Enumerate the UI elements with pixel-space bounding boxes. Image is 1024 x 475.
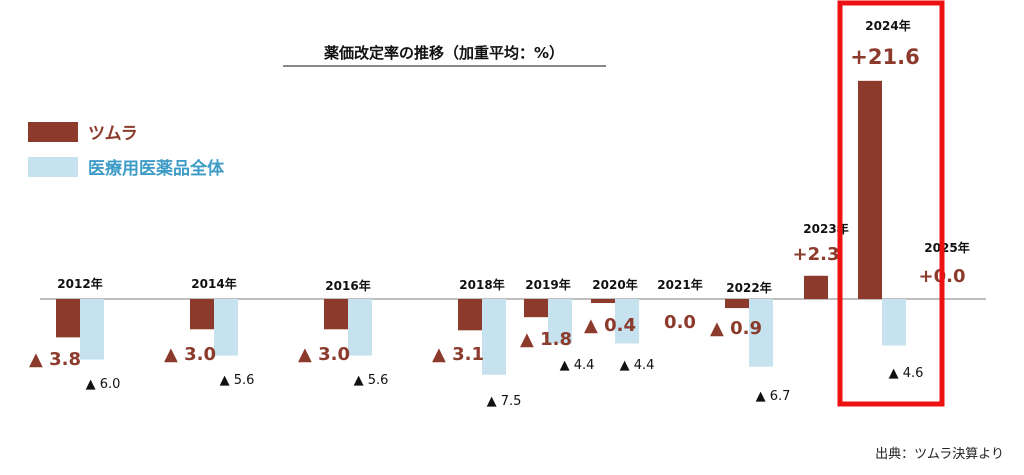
data-label-all-drugs: ▲ 4.4 <box>560 358 595 373</box>
bar-tsumura <box>324 299 348 330</box>
year-label: 2023年 <box>803 221 848 236</box>
year-label: 2022年 <box>726 280 771 295</box>
data-label-all-drugs: ▲ 5.6 <box>220 373 255 388</box>
data-label-tsumura: 0.0 <box>664 312 696 333</box>
legend-swatch-all-drugs <box>28 157 78 177</box>
bar-all-drugs <box>348 299 372 356</box>
bar-all-drugs <box>882 299 906 346</box>
source-note: 出典：ツムラ決算より <box>875 447 1004 462</box>
highlight-box-2024 <box>837 0 945 407</box>
year-label: 2021年 <box>657 277 702 292</box>
data-label-all-drugs: ▲ 4.6 <box>889 366 924 381</box>
bar-all-drugs <box>214 299 238 356</box>
bar-tsumura <box>458 299 482 331</box>
legend-label-all-drugs: 医療用医薬品全体 <box>88 158 225 179</box>
bar-all-drugs <box>482 299 506 375</box>
bar-tsumura <box>725 299 749 309</box>
data-label-tsumura: ▲ 0.9 <box>710 318 762 339</box>
year-label: 2019年 <box>525 277 570 292</box>
data-label-tsumura: ▲ 3.1 <box>432 344 484 365</box>
year-label: 2020年 <box>592 277 637 292</box>
legend-label-tsumura: ツムラ <box>88 124 138 144</box>
chart-title: 薬価改定率の推移（加重平均：%） <box>323 44 564 62</box>
year-label: 2014年 <box>191 276 236 291</box>
data-label-tsumura: +21.6 <box>850 45 919 69</box>
data-label-tsumura: ▲ 0.4 <box>584 315 636 336</box>
data-label-tsumura: ▲ 3.0 <box>298 344 350 365</box>
bar-tsumura <box>591 299 615 304</box>
year-label: 2018年 <box>459 277 504 292</box>
year-label: 2012年 <box>57 276 102 291</box>
data-label-tsumura: ▲ 3.0 <box>164 344 216 365</box>
bar-all-drugs <box>548 299 572 344</box>
bar-tsumura <box>804 275 828 299</box>
data-label-all-drugs: ▲ 4.4 <box>620 358 655 373</box>
bar-all-drugs <box>749 299 773 367</box>
bar-all-drugs <box>615 299 639 344</box>
year-label: 2016年 <box>325 278 370 293</box>
year-label: 2024年 <box>865 18 910 33</box>
data-label-tsumura: ▲ 3.8 <box>29 349 81 370</box>
chart-marks: 2012年 2014年 2016年 2018年 2019年 2020年 2021年 2022年… <box>29 18 970 409</box>
year-label: 2025年 <box>924 240 969 255</box>
bar-all-drugs <box>80 299 104 360</box>
data-label-all-drugs: ▲ 6.0 <box>86 377 121 392</box>
bar-tsumura <box>524 299 548 318</box>
data-label-tsumura: ▲ 1.8 <box>520 329 572 350</box>
legend-swatch-tsumura <box>28 122 78 142</box>
bar-tsumura <box>56 299 80 338</box>
data-label-all-drugs: ▲ 6.7 <box>756 389 791 404</box>
data-label-all-drugs: ▲ 7.5 <box>487 394 522 409</box>
bar-tsumura <box>190 299 214 330</box>
data-label-all-drugs: ▲ 5.6 <box>354 373 389 388</box>
bar-tsumura <box>858 80 882 299</box>
data-label-tsumura: +2.3 <box>793 244 840 265</box>
